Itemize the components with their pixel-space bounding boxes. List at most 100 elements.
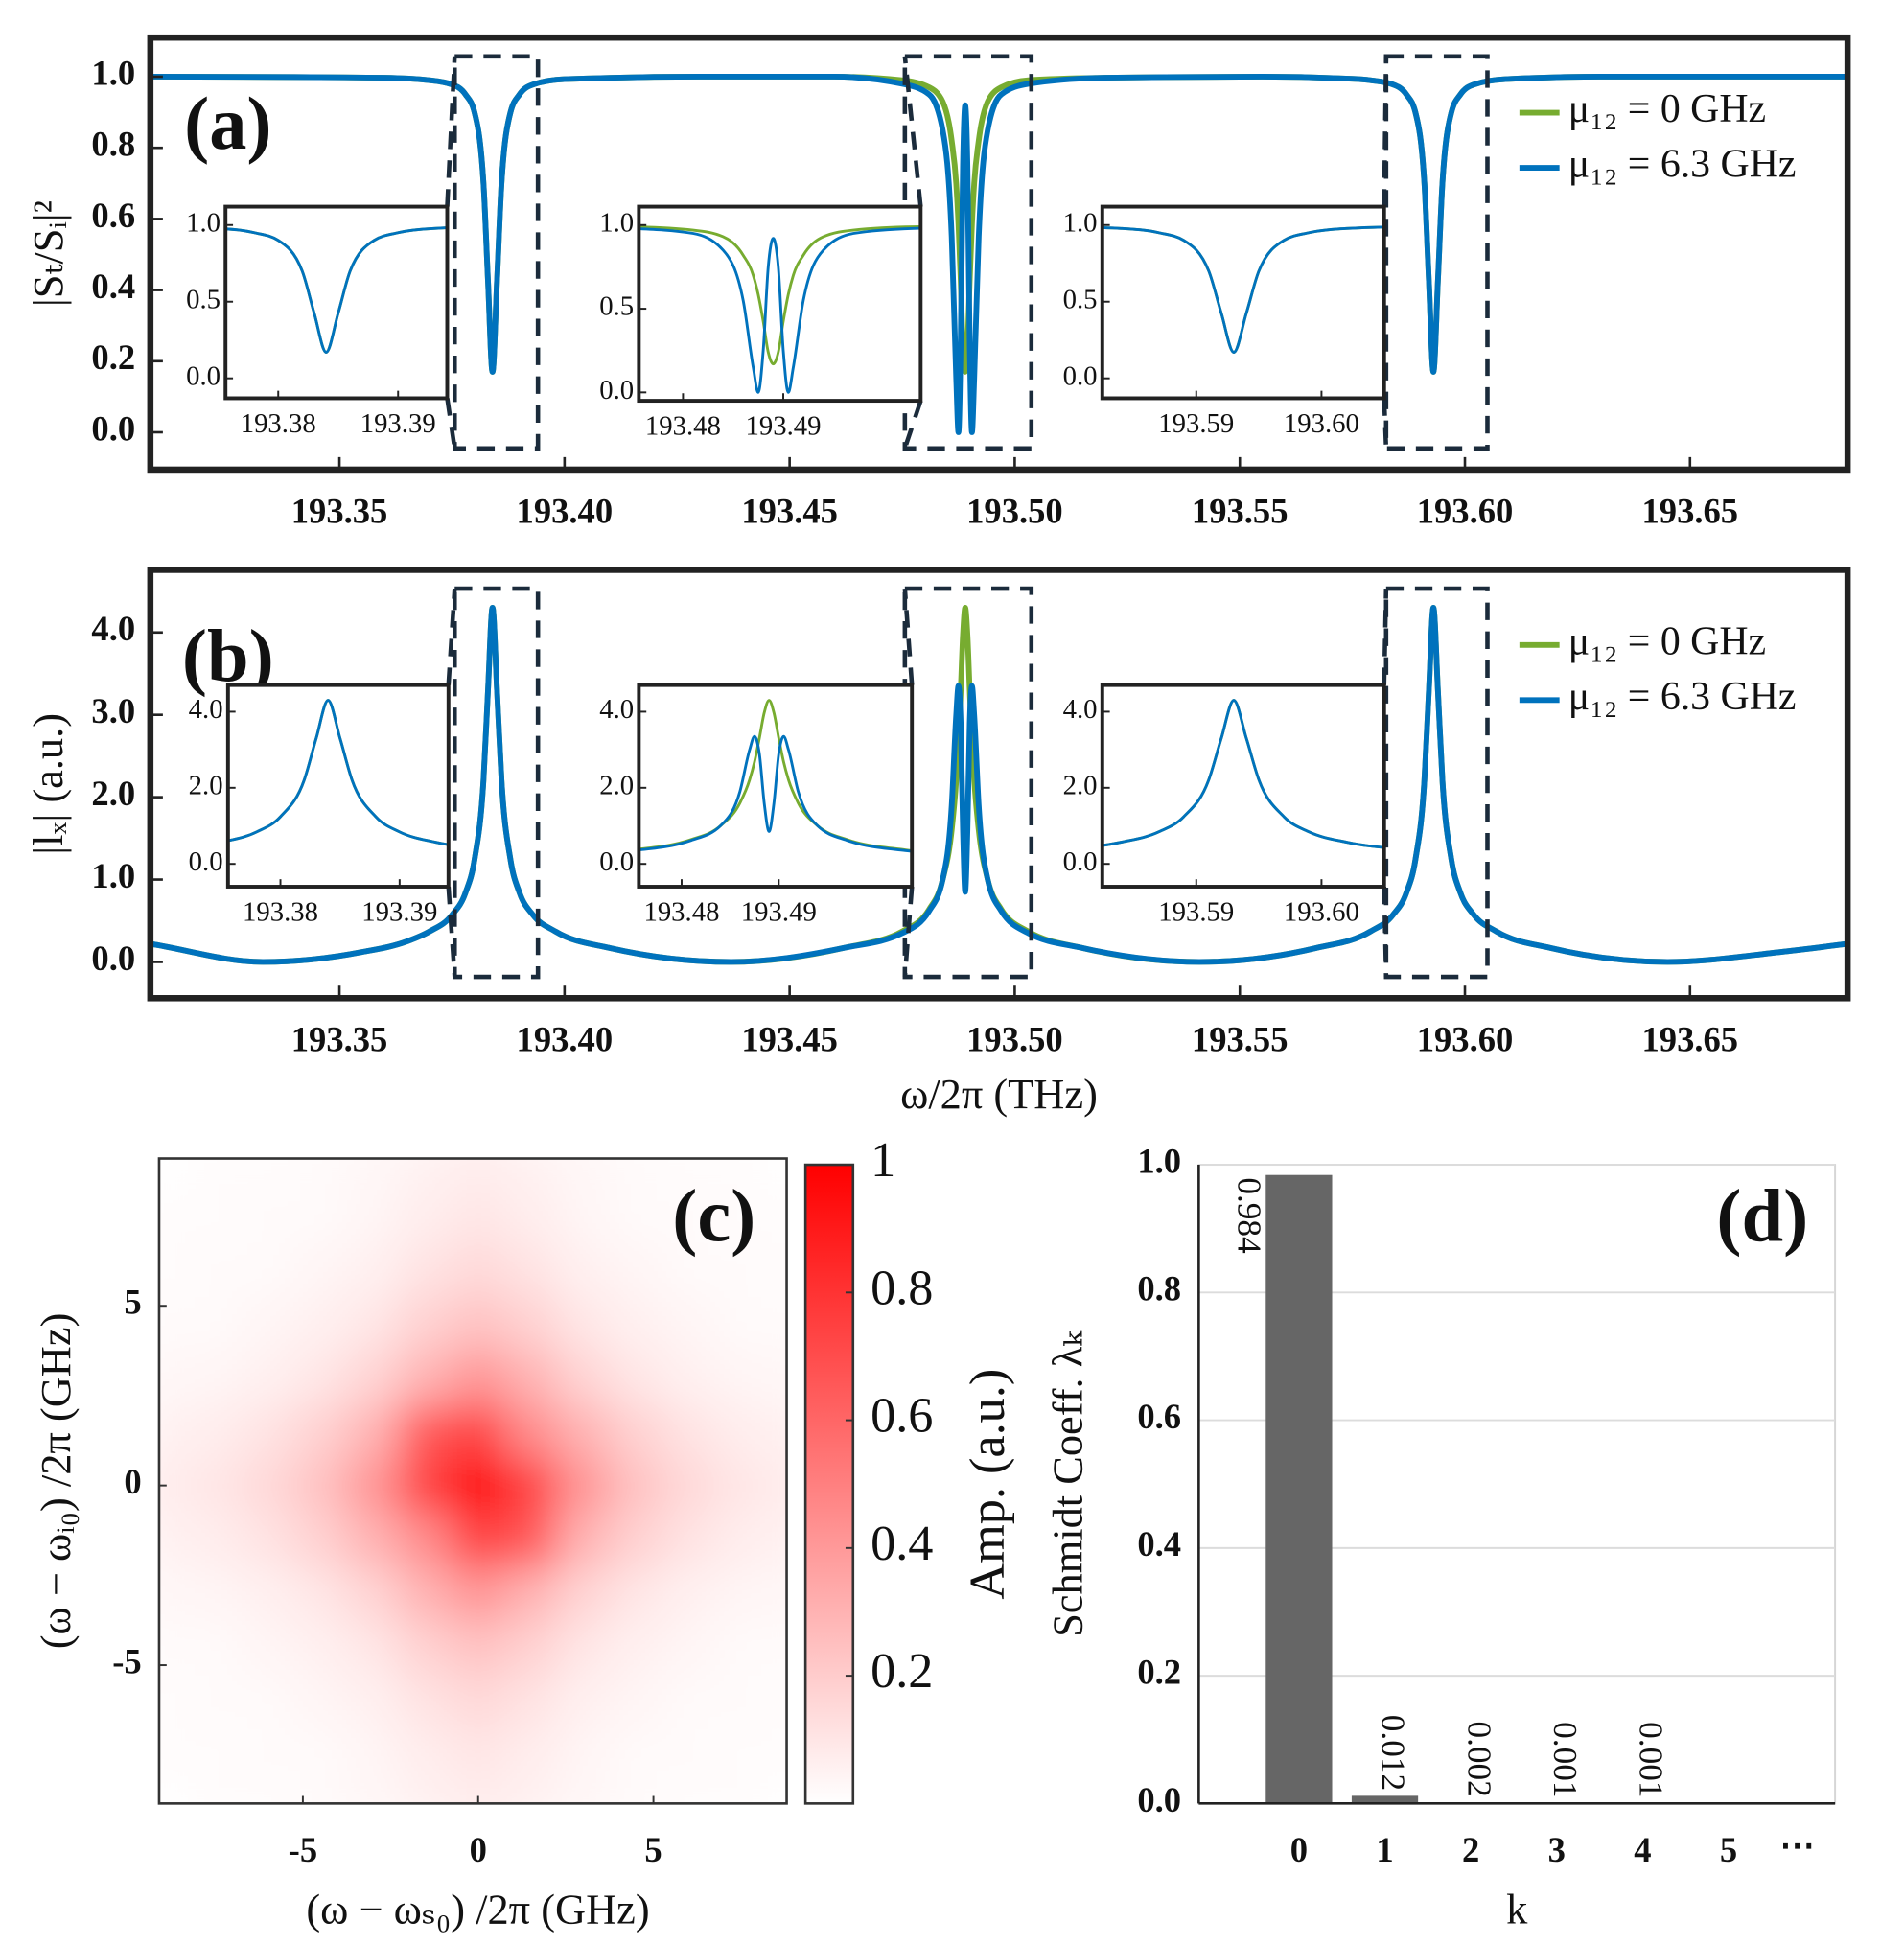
inset-y-tick-label: 0.5 [186,284,221,314]
heatmap-cell [714,1727,769,1783]
heatmap-cell [504,1158,558,1191]
inset-line [639,224,921,366]
zoom-connector [902,588,915,685]
heatmap-cell [452,1620,505,1676]
heatmap-cell [293,1727,348,1783]
heatmap-cell [714,1674,769,1729]
y-tick-label: 1.0 [1137,1141,1181,1180]
heatmap-cell [609,1189,663,1244]
heatmap-cell [293,1242,348,1298]
y-tick-label: 1.0 [91,53,135,92]
zoom-connector [902,400,923,450]
legend-label: μ₁₂ = 0 GHz [1568,619,1766,663]
legend-label: μ₁₂ = 6.3 GHz [1568,143,1797,187]
heatmap-cell [241,1458,295,1514]
inset-x-tick-label: 193.39 [361,896,437,927]
heatmap-cell [452,1512,505,1567]
heatmap-cell [399,1620,453,1676]
heatmap-cell [241,1674,295,1729]
x-axis-label: (ω − ωₛ₀) /2π (GHz) [306,1886,649,1933]
heatmap-cell [557,1242,611,1298]
inset-frame [637,204,923,404]
heatmap-cell [241,1158,295,1191]
heatmap-cell [241,1351,295,1405]
line [150,605,1848,965]
heatmap-cell [189,1565,243,1621]
heatmap-cell [662,1189,716,1244]
legend-label: μ₁₂ = 6.3 GHz [1568,675,1797,719]
heatmap-cell [767,1565,787,1621]
plot-lines [150,74,1848,435]
heatmap-cell [158,1512,190,1567]
inset-y-tick-label: 1.0 [599,207,634,238]
colorbar-tick-label: 0.6 [871,1388,933,1444]
inset-y-tick-label: 0.0 [189,846,223,877]
heatmap-cell [399,1189,453,1244]
heatmap-cell [714,1781,769,1804]
heatmap-cell [767,1781,787,1804]
heatmap-cell [662,1404,716,1460]
heatmap-cell [189,1458,243,1514]
y-tick-label: 0.6 [91,196,135,235]
inset-line [1102,699,1384,849]
x-tick-label: 193.45 [741,491,838,530]
heatmap-cell [241,1404,295,1460]
legend-label: μ₁₂ = 0 GHz [1568,87,1766,131]
heatmap-cell [609,1781,663,1804]
x-tick-label: 193.55 [1192,1020,1289,1059]
inset-x-tick-label: 193.59 [1158,408,1234,439]
panel-label: (d) [1716,1173,1808,1257]
inset-lines [1102,699,1384,849]
heatmap-cell [189,1404,243,1460]
heatmap-cell [158,1674,190,1729]
heatmap-cell [714,1458,769,1514]
heatmap-cell [399,1727,453,1783]
x-tick-label: 5 [1720,1830,1737,1869]
heatmap-cell [293,1158,348,1191]
zoom-box [1383,54,1490,452]
value-label: 0.002 [1460,1721,1498,1796]
heatmap-cell [189,1242,243,1298]
heatmap-cell [241,1781,295,1804]
line [150,74,1848,435]
x-tick-label: 193.55 [1192,491,1289,530]
heatmap-cell [189,1351,243,1405]
y-tick-label: 4.0 [91,609,135,648]
heatmap-cell [557,1620,611,1676]
heatmap-cell [767,1620,787,1676]
x-tick-label: 2 [1462,1830,1479,1869]
heatmap-cell [714,1565,769,1621]
x-tick-label: 0 [470,1830,487,1869]
heatmap-cell [189,1512,243,1567]
inset-x-tick-label: 193.60 [1284,896,1359,927]
heatmap-cell [504,1674,558,1729]
heatmap-cell [189,1296,243,1352]
zoom-box [452,54,541,452]
y-tick-label: 0.2 [1137,1652,1181,1691]
heatmap-cell [189,1674,243,1729]
inset-background [1102,206,1384,399]
x-tick-label: 193.65 [1642,1020,1739,1059]
heatmap-cell [609,1351,663,1405]
zoom-box [452,586,541,980]
heatmap-cell [504,1512,558,1567]
heatmap-cell [662,1458,716,1514]
inset-lines [1102,225,1384,354]
heatmap-cell [293,1458,348,1514]
heatmap-cell [346,1512,401,1567]
inset-x-tick-label: 193.48 [645,410,721,441]
zoom-connector [902,886,915,978]
y-tick-label: 0.2 [91,337,135,377]
inset-x-tick-label: 193.39 [360,408,436,439]
heatmap-cell [767,1189,787,1244]
inset-y-tick-label: 0.5 [1063,284,1098,314]
heatmap-cell [241,1189,295,1244]
y-tick-label: -5 [112,1641,141,1680]
heatmap-cell [767,1404,787,1460]
y-tick-label: 0.0 [1137,1780,1181,1819]
heatmap-cell [714,1158,769,1191]
heatmap-cell [158,1727,190,1783]
x-tick-label: 193.35 [291,1020,388,1059]
inset-line [227,699,449,846]
heatmap-cell [662,1158,716,1191]
